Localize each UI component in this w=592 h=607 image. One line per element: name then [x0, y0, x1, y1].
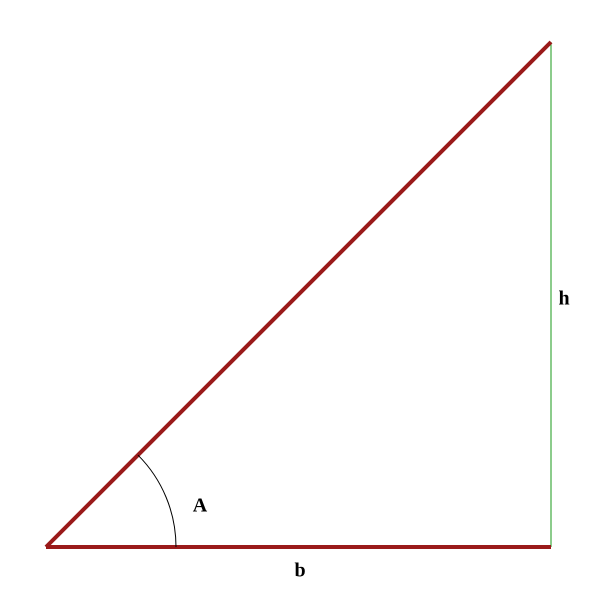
base-label: b — [294, 560, 305, 582]
triangle-diagram: Ab h — [0, 0, 592, 607]
height-label: h — [558, 288, 569, 310]
angle-label: A — [193, 495, 208, 517]
